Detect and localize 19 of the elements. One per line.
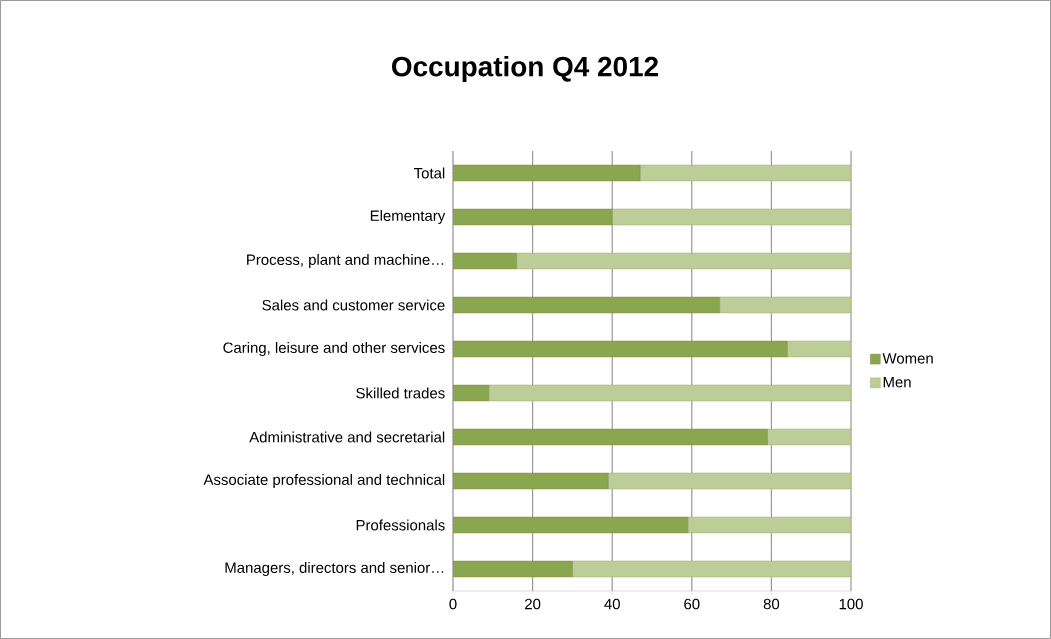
x-tick-label: 100 bbox=[839, 598, 863, 610]
y-tick-label: Process, plant and machine… bbox=[247, 254, 444, 268]
y-tick-label: Administrative and secretarial bbox=[249, 431, 445, 443]
legend-label: Men bbox=[883, 376, 911, 388]
y-tick-label: Sales and customer service bbox=[262, 299, 445, 311]
x-tick-label: 60 bbox=[684, 598, 700, 610]
y-tick-label: Elementary bbox=[370, 210, 446, 224]
y-tick-label: Associate professional and technical bbox=[203, 474, 445, 488]
chart-title: Occupation Q4 2012 bbox=[392, 56, 658, 82]
y-tick-label: Managers, directors and senior… bbox=[225, 562, 444, 576]
x-tick-label: 20 bbox=[525, 598, 541, 610]
x-tick-label: 0 bbox=[449, 598, 457, 610]
y-tick-label: Total bbox=[414, 167, 445, 179]
y-tick-label: Professionals bbox=[356, 519, 445, 531]
y-tick-label: Caring, leisure and other services bbox=[223, 342, 445, 356]
x-tick-label: 80 bbox=[763, 598, 780, 610]
x-tick-label: 40 bbox=[604, 598, 620, 610]
legend-label: Women bbox=[882, 353, 933, 364]
y-tick-label: Skilled trades bbox=[356, 387, 445, 399]
